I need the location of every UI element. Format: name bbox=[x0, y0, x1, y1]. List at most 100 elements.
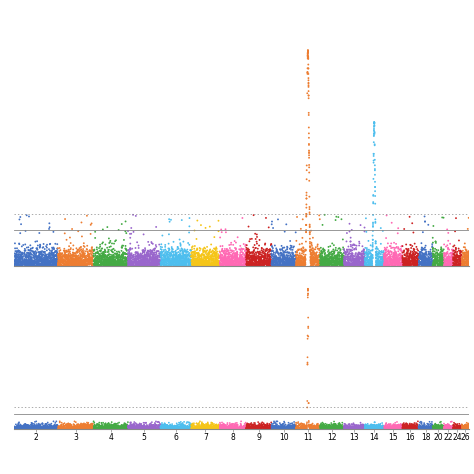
Point bbox=[236, 254, 244, 262]
Point bbox=[52, 255, 60, 263]
Point bbox=[123, 250, 130, 258]
Point bbox=[358, 260, 366, 267]
Point bbox=[32, 253, 39, 260]
Point bbox=[243, 423, 250, 431]
Point bbox=[388, 261, 396, 268]
Point bbox=[235, 425, 242, 432]
Point bbox=[98, 423, 106, 430]
Point bbox=[205, 255, 212, 262]
Point bbox=[368, 262, 376, 270]
Point bbox=[229, 241, 237, 249]
Point bbox=[113, 252, 120, 260]
Point bbox=[318, 250, 325, 257]
Point bbox=[329, 258, 337, 265]
Point bbox=[440, 262, 447, 270]
Point bbox=[373, 425, 381, 432]
Point bbox=[253, 422, 261, 430]
Point bbox=[303, 195, 310, 202]
Point bbox=[50, 260, 58, 268]
Point bbox=[91, 259, 99, 267]
Point bbox=[261, 254, 269, 262]
Point bbox=[223, 261, 231, 268]
Point bbox=[146, 257, 153, 265]
Point bbox=[28, 422, 36, 430]
Point bbox=[172, 262, 179, 270]
Point bbox=[100, 419, 107, 427]
Point bbox=[465, 247, 473, 255]
Point bbox=[288, 423, 295, 430]
Point bbox=[124, 249, 132, 257]
Point bbox=[351, 258, 358, 265]
Point bbox=[279, 262, 286, 270]
Point bbox=[60, 251, 68, 258]
Point bbox=[237, 260, 245, 268]
Point bbox=[83, 258, 91, 265]
Point bbox=[210, 249, 218, 257]
Point bbox=[218, 258, 225, 265]
Point bbox=[336, 422, 344, 430]
Point bbox=[296, 240, 303, 248]
Point bbox=[161, 262, 168, 269]
Point bbox=[292, 424, 300, 432]
Point bbox=[311, 262, 319, 270]
Point bbox=[127, 253, 134, 260]
Point bbox=[423, 255, 431, 263]
Point bbox=[177, 242, 184, 250]
Point bbox=[368, 258, 376, 265]
Point bbox=[54, 261, 62, 269]
Point bbox=[451, 260, 459, 268]
Point bbox=[31, 258, 38, 265]
Point bbox=[276, 260, 284, 268]
Point bbox=[246, 257, 254, 264]
Point bbox=[152, 259, 160, 266]
Point bbox=[338, 255, 346, 262]
Point bbox=[100, 261, 108, 269]
Point bbox=[119, 254, 127, 262]
Point bbox=[15, 258, 22, 265]
Point bbox=[339, 261, 347, 268]
Point bbox=[438, 260, 446, 268]
Point bbox=[336, 259, 343, 266]
Point bbox=[146, 255, 153, 263]
Point bbox=[172, 261, 180, 268]
Point bbox=[313, 424, 320, 432]
Point bbox=[408, 257, 415, 265]
Point bbox=[244, 421, 252, 429]
Point bbox=[190, 254, 197, 262]
Point bbox=[174, 254, 182, 261]
Point bbox=[336, 255, 343, 263]
Point bbox=[413, 261, 421, 268]
Point bbox=[436, 422, 444, 430]
Point bbox=[163, 263, 171, 270]
Point bbox=[348, 250, 356, 257]
Point bbox=[95, 425, 102, 432]
Point bbox=[228, 425, 236, 432]
Point bbox=[435, 262, 443, 270]
Point bbox=[192, 258, 200, 266]
Point bbox=[221, 262, 229, 269]
Point bbox=[157, 425, 165, 432]
Point bbox=[312, 255, 319, 262]
Point bbox=[405, 262, 413, 269]
Point bbox=[419, 252, 427, 260]
Point bbox=[418, 424, 425, 431]
Point bbox=[181, 425, 189, 432]
Point bbox=[152, 258, 160, 266]
Point bbox=[96, 253, 103, 261]
Point bbox=[375, 421, 383, 429]
Point bbox=[221, 251, 228, 259]
Point bbox=[100, 260, 107, 268]
Point bbox=[138, 254, 146, 261]
Point bbox=[132, 258, 140, 266]
Point bbox=[25, 422, 33, 429]
Point bbox=[265, 260, 273, 268]
Point bbox=[456, 422, 464, 430]
Point bbox=[262, 258, 269, 266]
Point bbox=[165, 259, 173, 266]
Point bbox=[330, 421, 338, 429]
Point bbox=[410, 261, 418, 269]
Point bbox=[141, 261, 149, 268]
Point bbox=[462, 258, 470, 266]
Point bbox=[211, 248, 219, 256]
Point bbox=[152, 254, 159, 261]
